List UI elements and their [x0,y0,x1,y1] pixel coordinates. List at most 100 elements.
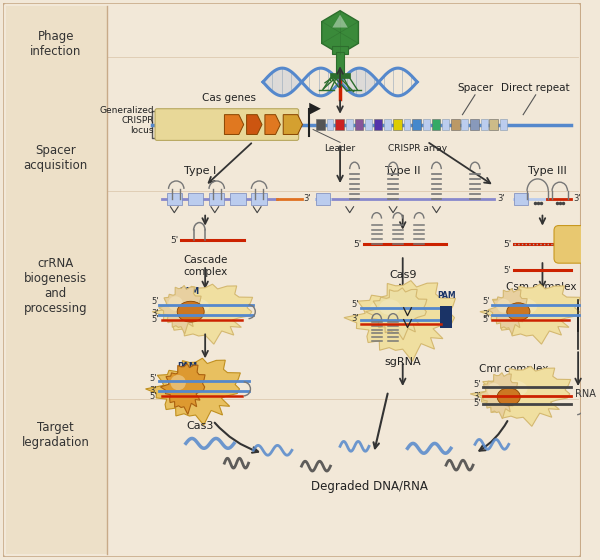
Text: sgRNA: sgRNA [385,357,421,367]
FancyBboxPatch shape [5,6,107,554]
Text: Spacer: Spacer [457,83,493,93]
FancyBboxPatch shape [326,119,334,129]
Ellipse shape [168,296,183,311]
Text: Csm complex: Csm complex [506,282,577,292]
Text: 5': 5' [151,297,159,306]
Text: 5': 5' [151,315,159,324]
Text: 3': 3' [573,194,581,203]
FancyBboxPatch shape [316,193,331,205]
Text: PAM: PAM [437,291,455,300]
FancyBboxPatch shape [167,193,182,205]
FancyBboxPatch shape [431,119,440,129]
Polygon shape [479,373,518,419]
Polygon shape [159,286,201,334]
Text: Target
legradation: Target legradation [22,421,90,449]
FancyBboxPatch shape [365,119,372,129]
Text: 5': 5' [149,393,157,402]
Text: 5': 5' [503,265,511,274]
Text: Direct repeat: Direct repeat [502,83,570,93]
FancyBboxPatch shape [346,119,353,129]
Text: 5': 5' [482,315,490,324]
Polygon shape [322,11,358,54]
Ellipse shape [502,297,537,315]
Text: 3': 3' [151,309,159,318]
Ellipse shape [493,380,527,398]
FancyBboxPatch shape [490,119,498,129]
Text: 3': 3' [352,314,359,323]
Text: 5': 5' [473,399,481,408]
Text: PAM: PAM [178,362,198,371]
FancyBboxPatch shape [451,119,460,129]
FancyBboxPatch shape [393,119,402,129]
FancyBboxPatch shape [423,119,430,129]
Text: Cas genes: Cas genes [202,93,256,103]
Text: Type II: Type II [385,166,421,176]
Text: Degraded DNA/RNA: Degraded DNA/RNA [311,480,427,493]
Text: Cascade
complex: Cascade complex [183,255,227,277]
Polygon shape [283,115,302,134]
Polygon shape [247,115,262,134]
FancyBboxPatch shape [385,119,391,129]
Text: Cmr complex: Cmr complex [479,364,548,374]
FancyBboxPatch shape [316,119,325,129]
FancyBboxPatch shape [335,119,344,129]
Text: 3': 3' [473,393,481,402]
FancyBboxPatch shape [481,119,488,129]
FancyBboxPatch shape [470,119,479,129]
FancyBboxPatch shape [251,193,267,205]
Text: 5': 5' [482,297,490,306]
Text: 5': 5' [473,380,481,389]
FancyBboxPatch shape [374,119,382,129]
FancyBboxPatch shape [332,46,348,54]
Polygon shape [146,358,241,425]
FancyBboxPatch shape [230,193,245,205]
FancyBboxPatch shape [404,119,410,129]
FancyBboxPatch shape [331,73,350,78]
FancyBboxPatch shape [514,193,528,205]
FancyBboxPatch shape [500,119,507,129]
FancyBboxPatch shape [412,119,421,129]
Ellipse shape [167,373,200,393]
Polygon shape [309,103,321,115]
Ellipse shape [507,303,530,320]
Polygon shape [365,288,427,340]
Ellipse shape [497,299,511,312]
FancyBboxPatch shape [336,52,344,74]
Text: crRNA
biogenesis
and
processing: crRNA biogenesis and processing [24,256,88,315]
Text: Cas9: Cas9 [389,270,416,280]
Text: Spacer
acquisition: Spacer acquisition [23,144,88,172]
Text: 5': 5' [353,240,361,249]
FancyBboxPatch shape [442,119,449,129]
Ellipse shape [177,301,204,322]
Text: Phage
infection: Phage infection [30,30,82,58]
Polygon shape [224,115,244,134]
Ellipse shape [369,298,407,323]
Polygon shape [160,363,205,414]
Text: 5': 5' [149,374,157,382]
Ellipse shape [175,297,209,315]
FancyBboxPatch shape [155,109,299,141]
Text: 3': 3' [482,310,490,319]
Polygon shape [332,15,348,27]
Text: 5': 5' [352,300,359,309]
Ellipse shape [170,375,186,390]
Polygon shape [265,115,280,134]
Ellipse shape [497,388,520,406]
Polygon shape [344,281,455,361]
Text: Cas3: Cas3 [187,421,214,431]
Polygon shape [152,284,253,344]
Text: 3': 3' [149,386,157,395]
Text: PAM: PAM [179,287,200,296]
Text: CRISPR array: CRISPR array [388,144,447,153]
Text: RNA: RNA [575,389,596,399]
Text: 5': 5' [503,240,512,249]
FancyBboxPatch shape [461,119,468,129]
FancyBboxPatch shape [188,193,203,205]
FancyBboxPatch shape [209,193,224,205]
FancyBboxPatch shape [3,3,581,557]
FancyBboxPatch shape [440,306,452,328]
Polygon shape [470,366,571,426]
FancyBboxPatch shape [355,119,363,129]
Text: Type I: Type I [184,166,217,176]
Text: 3': 3' [304,194,311,203]
